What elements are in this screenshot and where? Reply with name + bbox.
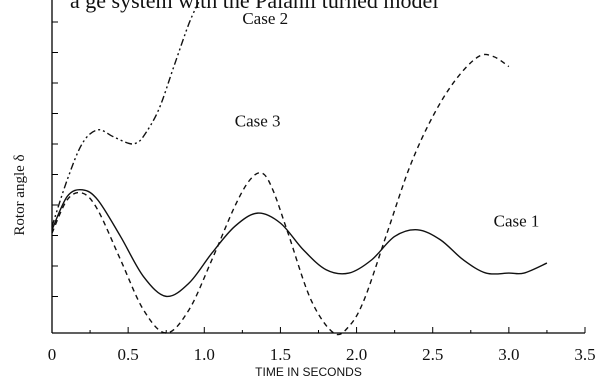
x-axis-label: TIME IN SECONDS [255, 365, 362, 379]
annotation-case-1: Case 1 [494, 211, 540, 230]
annotation-case-2: Case 2 [242, 9, 288, 28]
series-layer [51, 0, 548, 336]
x-tick-label: 1.5 [270, 345, 291, 364]
series-line-case-1 [51, 188, 548, 298]
x-tick-label: 1.0 [194, 345, 215, 364]
x-tick-label: 3.0 [498, 345, 519, 364]
x-tick-label: 0.5 [118, 345, 139, 364]
x-tick-label: 2.0 [346, 345, 367, 364]
x-tick-label: 3.5 [574, 345, 595, 364]
series-line-case-2 [51, 0, 201, 227]
x-tick-label: 2.5 [422, 345, 443, 364]
annotation-case-3: Case 3 [235, 112, 281, 131]
series-line-case-3 [51, 53, 510, 336]
x-tick-label: 0 [48, 345, 57, 364]
labels-layer: Case 2 Case 3 Case 1 [235, 9, 540, 230]
y-axis-label: Rotor angle δ [12, 154, 28, 235]
axes-layer: 0 0.5 1.0 1.5 2.0 2.5 3.0 3.5 TIME IN SECONDS Rot… [12, 0, 596, 379]
header-text: a ge system with the Palanii turned mode… [70, 0, 438, 13]
